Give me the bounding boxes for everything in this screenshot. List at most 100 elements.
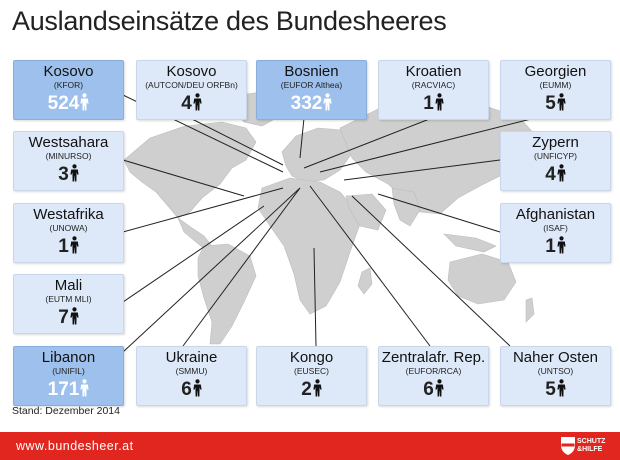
troop-count: 1 [379, 92, 488, 116]
mission-box: Zypern (UNFICYP) 4 [500, 131, 611, 191]
soldier-figure-icon [434, 379, 444, 400]
footer-bar: www.bundesheer.at SCHUTZ &HILFE [0, 432, 620, 460]
mission-name: Westafrika [33, 206, 104, 223]
mission-code: (SMMU) [175, 366, 208, 376]
troop-count-value: 1 [58, 236, 69, 257]
connector-line [189, 117, 284, 166]
bundesheer-shield-icon: SCHUTZ &HILFE [560, 435, 612, 457]
mission-code: (UNTSO) [537, 366, 574, 376]
troop-count-value: 7 [58, 307, 69, 328]
stand-date: Stand: Dezember 2014 [12, 405, 120, 417]
mission-code: (EUMM) [539, 80, 572, 90]
mission-name: Ukraine [165, 349, 218, 366]
connector-line [377, 193, 501, 233]
mission-name: Libanon [41, 349, 96, 366]
map-india [391, 187, 421, 227]
mission-box: Kroatien (RACVIAC) 1 [378, 60, 489, 120]
mission-name: Afghanistan [515, 206, 596, 223]
mission-name: Naher Osten [512, 349, 599, 366]
soldier-figure-icon [192, 379, 202, 400]
connector-line [122, 159, 245, 197]
mission-name: Westsahara [28, 134, 109, 151]
footer-url[interactable]: www.bundesheer.at [16, 439, 134, 453]
soldier-figure-icon [434, 93, 444, 114]
troop-count: 4 [137, 92, 246, 116]
mission-code: (UNIFIL) [52, 366, 85, 376]
mission-name: Kongo [289, 349, 334, 366]
soldier-figure-icon [69, 307, 79, 328]
mission-box: Naher Osten (UNTSO) 5 [500, 346, 611, 406]
mission-code: (EUSEC) [294, 366, 329, 376]
mission-name: Mali [54, 277, 83, 294]
soldier-figure-icon [69, 236, 79, 257]
map-africa [257, 177, 361, 315]
soldier-figure-icon [69, 164, 79, 185]
map-arabia [345, 193, 387, 231]
troop-count: 6 [379, 378, 488, 402]
connector-line [122, 187, 301, 353]
logo-line1: SCHUTZ [577, 438, 606, 445]
troop-count: 5 [501, 378, 610, 402]
troop-count-value: 332 [290, 93, 323, 114]
troop-count: 524 [14, 92, 123, 116]
map-europe [281, 127, 353, 183]
mission-code: (EUTM MLI) [45, 294, 92, 304]
mission-name: Kosovo [43, 63, 94, 80]
troop-count-value: 6 [181, 379, 192, 400]
map-new-zealand [525, 297, 535, 323]
mission-box: Kosovo (KFOR) 524 [13, 60, 124, 120]
troop-count-value: 3 [58, 164, 69, 185]
connector-line [319, 117, 536, 173]
soldier-figure-icon [79, 93, 89, 114]
troop-count-value: 6 [423, 379, 434, 400]
connector-line [351, 195, 511, 347]
soldier-figure-icon [79, 379, 89, 400]
troop-count: 3 [14, 163, 123, 187]
mission-code: (MINURSO) [45, 151, 92, 161]
mission-name: Kroatien [405, 63, 462, 80]
troop-count: 332 [257, 92, 366, 116]
map-indonesia [443, 233, 497, 253]
connector-line [182, 187, 301, 347]
connector-line [309, 185, 431, 347]
mission-box: Kosovo (AUTCON/DEU ORFBn) 4 [136, 60, 247, 120]
logo-conjunction: & [577, 446, 583, 453]
connector-line [313, 247, 317, 347]
mission-box: Bosnien (EUFOR Althea) 332 [256, 60, 367, 120]
soldier-figure-icon [312, 379, 322, 400]
logo-line2: HILFE [582, 446, 603, 453]
map-australia [447, 253, 517, 305]
mission-name: Bosnien [284, 63, 339, 80]
troop-count: 7 [14, 306, 123, 330]
troop-count-value: 5 [545, 93, 556, 114]
logo-text: SCHUTZ &HILFE [577, 438, 605, 454]
troop-count: 6 [137, 378, 246, 402]
connector-lines [122, 94, 536, 353]
mission-box: Georgien (EUMM) 5 [500, 60, 611, 120]
mission-box: Kongo (EUSEC) 2 [256, 346, 367, 406]
soldier-figure-icon [322, 93, 332, 114]
soldier-figure-icon [192, 93, 202, 114]
troop-count-value: 5 [545, 379, 556, 400]
page-title: Auslandseinsätze des Bundesheeres [12, 6, 447, 36]
mission-code: (EUFOR Althea) [280, 80, 343, 90]
soldier-figure-icon [556, 379, 566, 400]
troop-count: 1 [501, 235, 610, 259]
troop-count-value: 171 [47, 379, 80, 400]
connector-line [122, 187, 284, 233]
connector-line [299, 117, 305, 159]
connector-line [343, 159, 501, 181]
mission-code: (ISAF) [543, 223, 568, 233]
mission-code: (UNFICYP) [534, 151, 577, 161]
connector-line [122, 205, 265, 303]
mission-name: Georgien [524, 63, 587, 80]
mission-code: (RACVIAC) [411, 80, 456, 90]
mission-box: Westafrika (UNOWA) 1 [13, 203, 124, 263]
mission-name: Zypern [532, 134, 579, 151]
mission-box: Westsahara (MINURSO) 3 [13, 131, 124, 191]
mission-box: Afghanistan (ISAF) 1 [500, 203, 611, 263]
troop-count: 1 [14, 235, 123, 259]
soldier-figure-icon [556, 93, 566, 114]
mission-code: (EUFOR/RCA) [405, 366, 462, 376]
map-madagascar [357, 267, 373, 295]
